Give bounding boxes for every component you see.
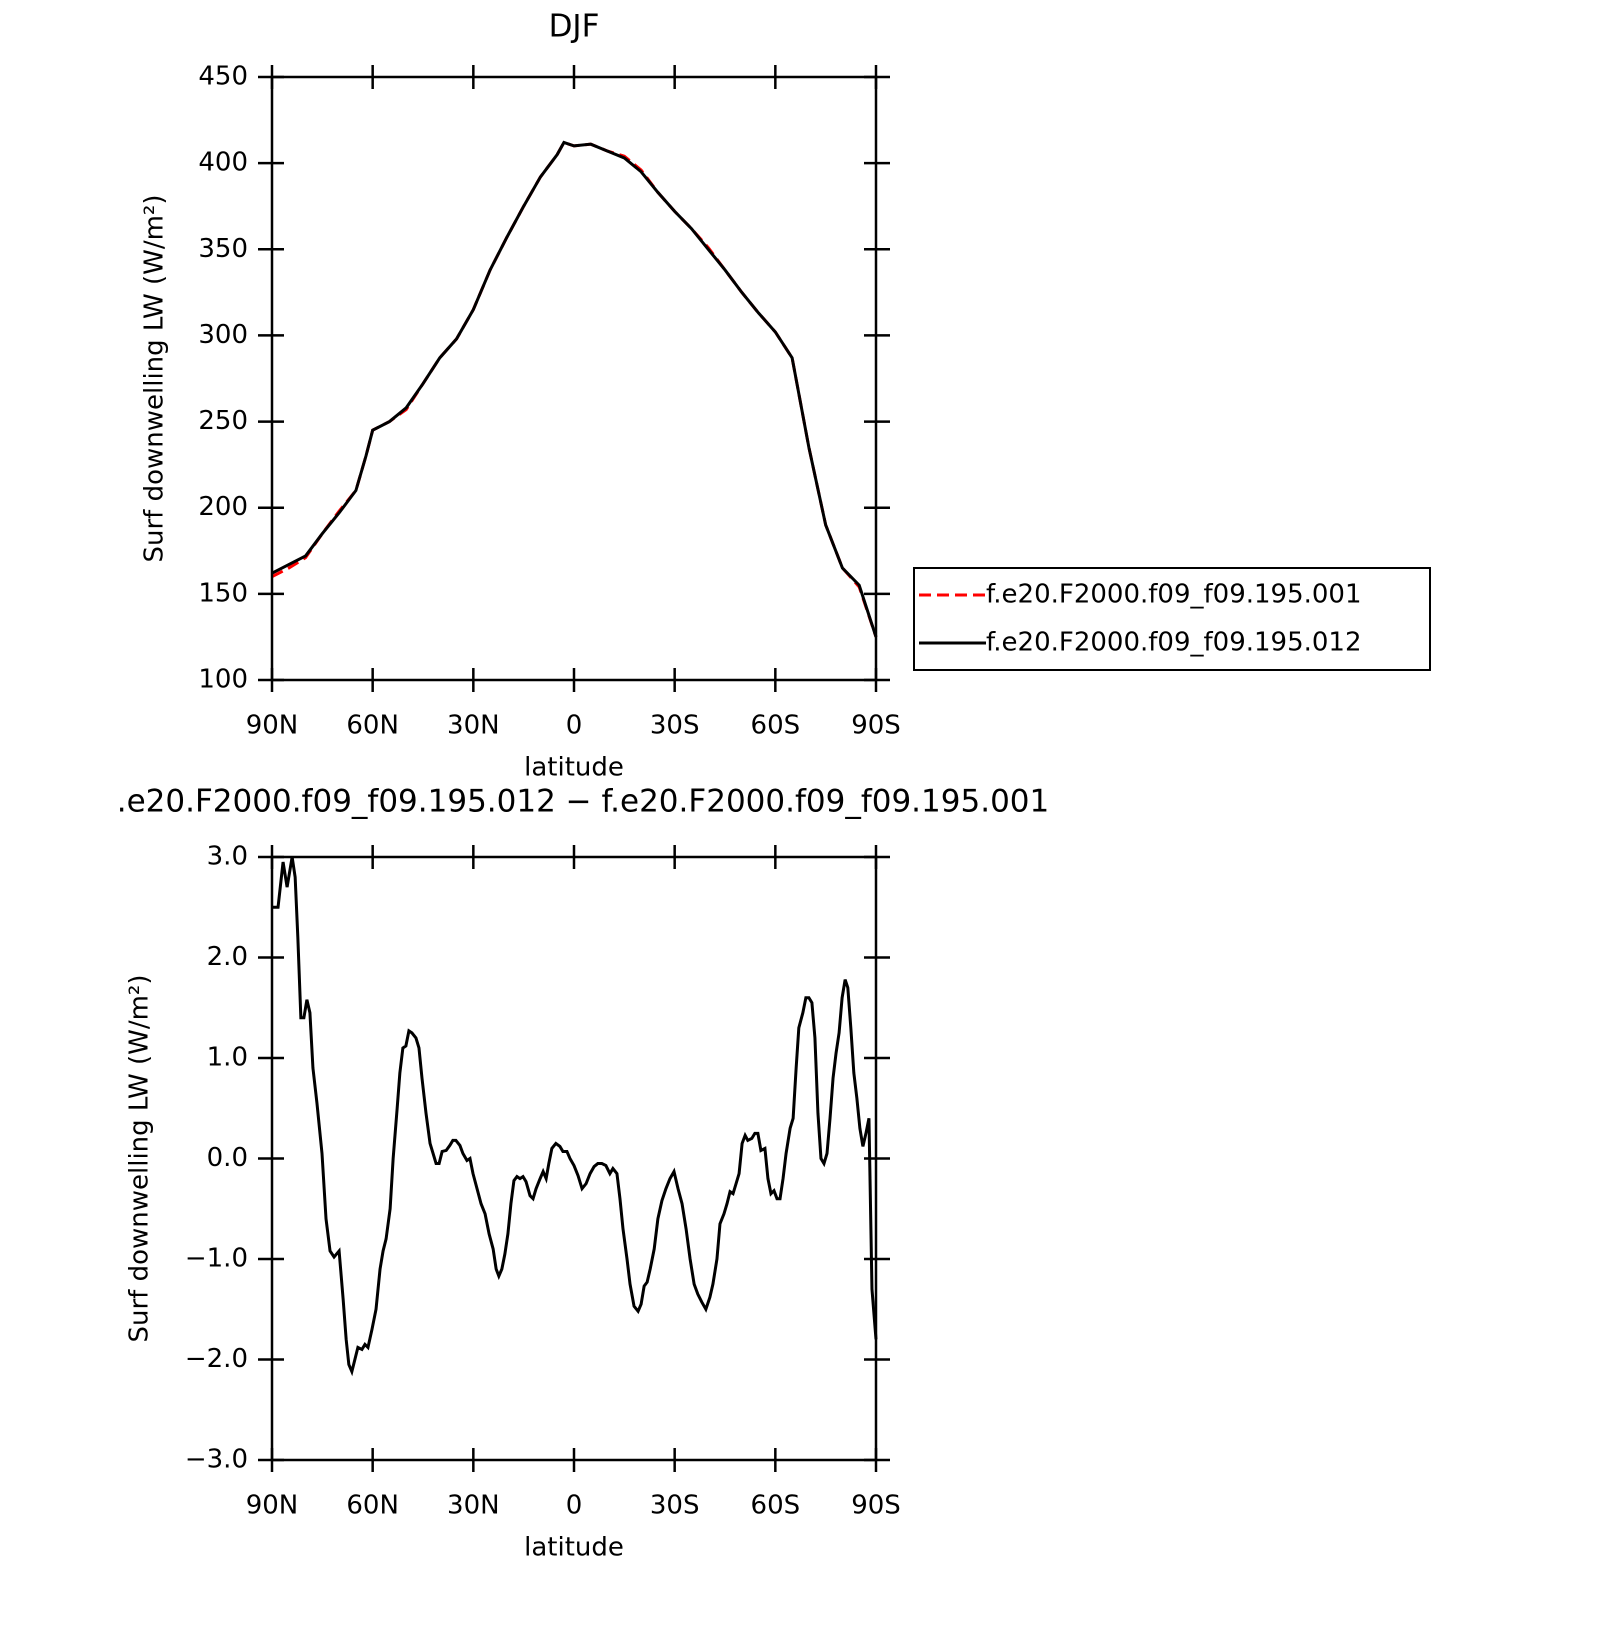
x-axis-title: latitude xyxy=(524,753,624,783)
data-line xyxy=(271,140,878,638)
y-axis-title: Surf downwelling LW (W/m²) xyxy=(125,975,155,1343)
y-tick-label: 300 xyxy=(198,320,248,350)
plot-frame xyxy=(270,855,878,1462)
legend-label: f.e20.F2000.f09_f09.195.012 xyxy=(986,628,1362,658)
x-tick-label: 30N xyxy=(447,1491,500,1521)
x-tick-label: 0 xyxy=(566,1491,583,1521)
y-tick-label: 400 xyxy=(198,148,248,178)
x-tick-label: 60N xyxy=(346,711,399,741)
y-tick-label: 100 xyxy=(198,665,248,695)
y-tick-label: −1.0 xyxy=(185,1244,248,1274)
x-tick-label: 60S xyxy=(751,1491,801,1521)
x-axis-title: latitude xyxy=(524,1533,624,1563)
data-line xyxy=(272,856,878,1377)
y-tick-label: 250 xyxy=(198,406,248,436)
chart-title: .e20.F2000.f09_f09.195.012 − f.e20.F2000… xyxy=(117,784,1049,820)
y-tick-label: −2.0 xyxy=(185,1344,248,1374)
y-tick-label: 350 xyxy=(198,234,248,264)
y-tick-label: 2.0 xyxy=(207,942,248,972)
data-line xyxy=(271,140,878,638)
x-tick-label: 90S xyxy=(851,711,901,741)
x-tick-label: 30S xyxy=(650,711,700,741)
x-tick-label: 90S xyxy=(851,1491,901,1521)
y-tick-label: −3.0 xyxy=(185,1445,248,1475)
y-tick-label: 1.0 xyxy=(207,1043,248,1073)
y-tick-label: 200 xyxy=(198,492,248,522)
x-tick-label: 60S xyxy=(751,711,801,741)
y-tick-label: 150 xyxy=(198,578,248,608)
x-tick-label: 30N xyxy=(447,711,500,741)
y-axis-title: Surf downwelling LW (W/m²) xyxy=(140,195,170,563)
x-tick-label: 90N xyxy=(246,1491,299,1521)
plot-frame xyxy=(270,75,878,682)
legend-box xyxy=(913,567,1431,671)
x-tick-label: 60N xyxy=(346,1491,399,1521)
x-tick-label: 0 xyxy=(566,711,583,741)
y-tick-label: 0.0 xyxy=(207,1143,248,1173)
x-tick-label: 90N xyxy=(246,711,299,741)
chart-title: DJF xyxy=(549,9,600,45)
y-tick-label: 450 xyxy=(198,62,248,92)
x-tick-label: 30S xyxy=(650,1491,700,1521)
legend-label: f.e20.F2000.f09_f09.195.001 xyxy=(986,580,1362,610)
y-tick-label: 3.0 xyxy=(207,842,248,872)
